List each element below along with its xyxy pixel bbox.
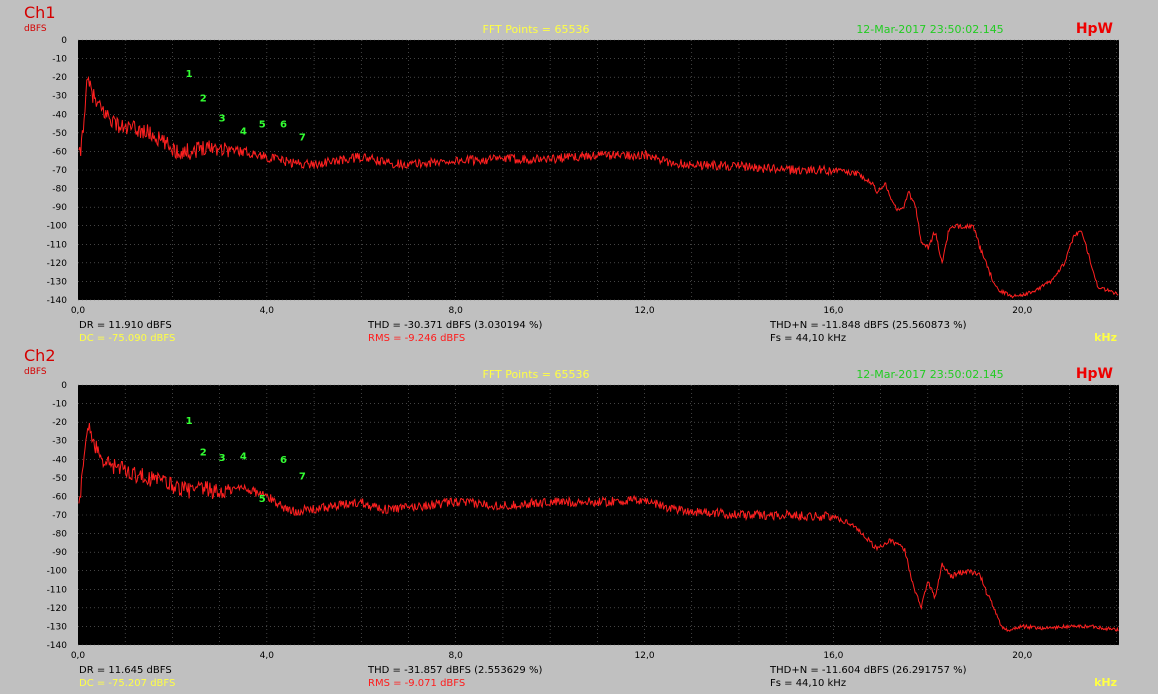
harmonic-marker: 1 [186,416,193,427]
y-tick-label: -10 [52,55,67,65]
y-tick-label: -140 [47,296,68,306]
y-tick-label: -140 [47,641,68,651]
spectrum-chart: Ch1 dBFS FFT Points = 65536 12-Mar-2017 … [24,3,1119,344]
dr-stat: DR = 11.645 dBFS [79,665,172,676]
x-axis-ticks: 0,0 4,0 8,0 12,0 16,0 20,0 [71,306,1033,316]
y-axis-ticks: 0 -10 -20 -30 -40 -50 -60 -70 -80 -90 -100 -110 -120… [47,381,68,651]
harmonic-markers: 1 2 3 4 5 6 7 [186,416,306,505]
x-unit-label: kHz [1094,676,1117,689]
timestamp-label: 12-Mar-2017 23:50:02.145 [856,23,1003,36]
y-tick-label: -90 [52,548,67,558]
harmonic-marker: 3 [219,453,226,464]
y-tick-label: 0 [61,381,67,391]
y-tick-label: -120 [47,259,68,269]
grid [78,39,1119,301]
x-tick-label: 4,0 [260,651,275,661]
y-tick-label: -110 [47,240,68,250]
dc-stat: DC = -75.207 dBFS [79,678,175,689]
y-tick-label: -60 [52,492,67,502]
x-tick-label: 16,0 [823,651,843,661]
harmonic-marker: 4 [240,127,247,138]
y-tick-label: -30 [52,92,67,102]
grid [78,384,1119,646]
harmonic-marker: 2 [200,448,207,459]
rms-stat: RMS = -9.246 dBFS [368,333,465,344]
thdn-stat: THD+N = -11.848 dBFS (25.560873 %) [769,320,967,331]
channel-label: Ch2 [24,346,56,365]
brand-label: HpW [1076,366,1113,382]
y-tick-label: -100 [47,222,68,232]
unit-label: dBFS [24,24,47,34]
y-tick-label: -80 [52,530,67,540]
y-tick-label: -10 [52,400,67,410]
x-axis-ticks: 0,0 4,0 8,0 12,0 16,0 20,0 [71,651,1033,661]
channel-label: Ch1 [24,3,56,22]
harmonic-marker: 5 [259,119,266,130]
timestamp-label: 12-Mar-2017 23:50:02.145 [856,368,1003,381]
harmonic-marker: 7 [299,472,306,483]
x-tick-label: 20,0 [1012,306,1032,316]
x-tick-label: 12,0 [635,651,655,661]
dr-stat: DR = 11.910 dBFS [79,320,172,331]
brand-label: HpW [1076,21,1113,37]
thdn-stat: THD+N = -11.604 dBFS (26.291757 %) [769,665,967,676]
x-tick-label: 12,0 [635,306,655,316]
x-tick-label: 8,0 [449,306,464,316]
y-tick-label: -100 [47,567,68,577]
thd-stat: THD = -30.371 dBFS (3.030194 %) [367,320,542,331]
y-tick-label: -60 [52,147,67,157]
y-tick-label: 0 [61,36,67,46]
y-tick-label: -90 [52,203,67,213]
y-tick-label: -40 [52,455,67,465]
y-tick-label: -70 [52,511,67,521]
harmonic-marker: 7 [299,132,306,143]
x-tick-label: 0,0 [71,306,86,316]
harmonic-marker: 6 [280,119,287,130]
y-tick-label: -20 [52,73,67,83]
harmonic-marker: 2 [200,93,207,104]
x-tick-label: 8,0 [449,651,464,661]
harmonic-marker: 3 [219,114,226,125]
fft-points-label: FFT Points = 65536 [483,368,590,381]
y-tick-label: -120 [47,604,68,614]
y-tick-label: -20 [52,418,67,428]
spectrum-trace [78,75,1119,299]
y-tick-label: -80 [52,185,67,195]
rms-stat: RMS = -9.071 dBFS [368,678,465,689]
fs-stat: Fs = 44,10 kHz [770,333,846,344]
harmonic-marker: 4 [240,451,247,462]
y-tick-label: -110 [47,585,68,595]
x-tick-label: 16,0 [823,306,843,316]
harmonic-marker: 6 [280,455,287,466]
spectrum-chart: Ch2 dBFS FFT Points = 65536 12-Mar-2017 … [24,346,1119,689]
y-tick-label: -70 [52,166,67,176]
spectrum-trace [78,422,1119,633]
channel-panel: Ch2 dBFS FFT Points = 65536 12-Mar-2017 … [0,345,1158,690]
thd-stat: THD = -31.857 dBFS (2.553629 %) [367,665,542,676]
harmonic-markers: 1 2 3 4 5 6 7 [186,69,306,143]
fft-points-label: FFT Points = 65536 [483,23,590,36]
channel-panel: Ch1 dBFS FFT Points = 65536 12-Mar-2017 … [0,0,1158,345]
x-unit-label: kHz [1094,331,1117,344]
y-tick-label: -40 [52,110,67,120]
y-tick-label: -30 [52,437,67,447]
y-tick-label: -130 [47,622,68,632]
x-tick-label: 0,0 [71,651,86,661]
x-tick-label: 4,0 [260,306,275,316]
fs-stat: Fs = 44,10 kHz [770,678,846,689]
y-tick-label: -50 [52,129,67,139]
unit-label: dBFS [24,367,47,377]
y-tick-label: -130 [47,277,68,287]
harmonic-marker: 1 [186,69,193,80]
x-tick-label: 20,0 [1012,651,1032,661]
y-tick-label: -50 [52,474,67,484]
harmonic-marker: 5 [259,494,266,505]
y-axis-ticks: 0 -10 -20 -30 -40 -50 -60 -70 -80 -90 -100 -110 -120… [47,36,68,306]
dc-stat: DC = -75.090 dBFS [79,333,175,344]
